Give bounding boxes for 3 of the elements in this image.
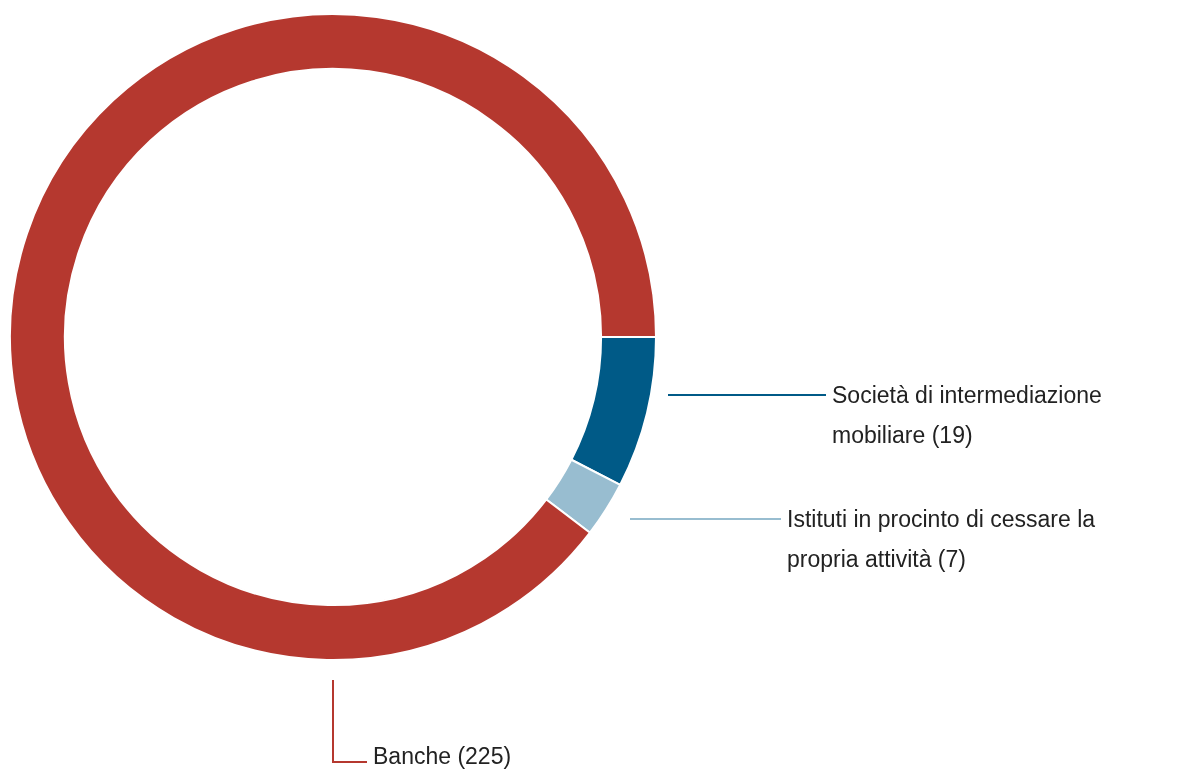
slice-label: Società di intermediazione mobiliare (19) (832, 382, 1109, 448)
slice-label: Istituti in procinto di cessare la propria attività (7) (787, 506, 1102, 572)
slice-label: Banche (225) (373, 743, 512, 769)
